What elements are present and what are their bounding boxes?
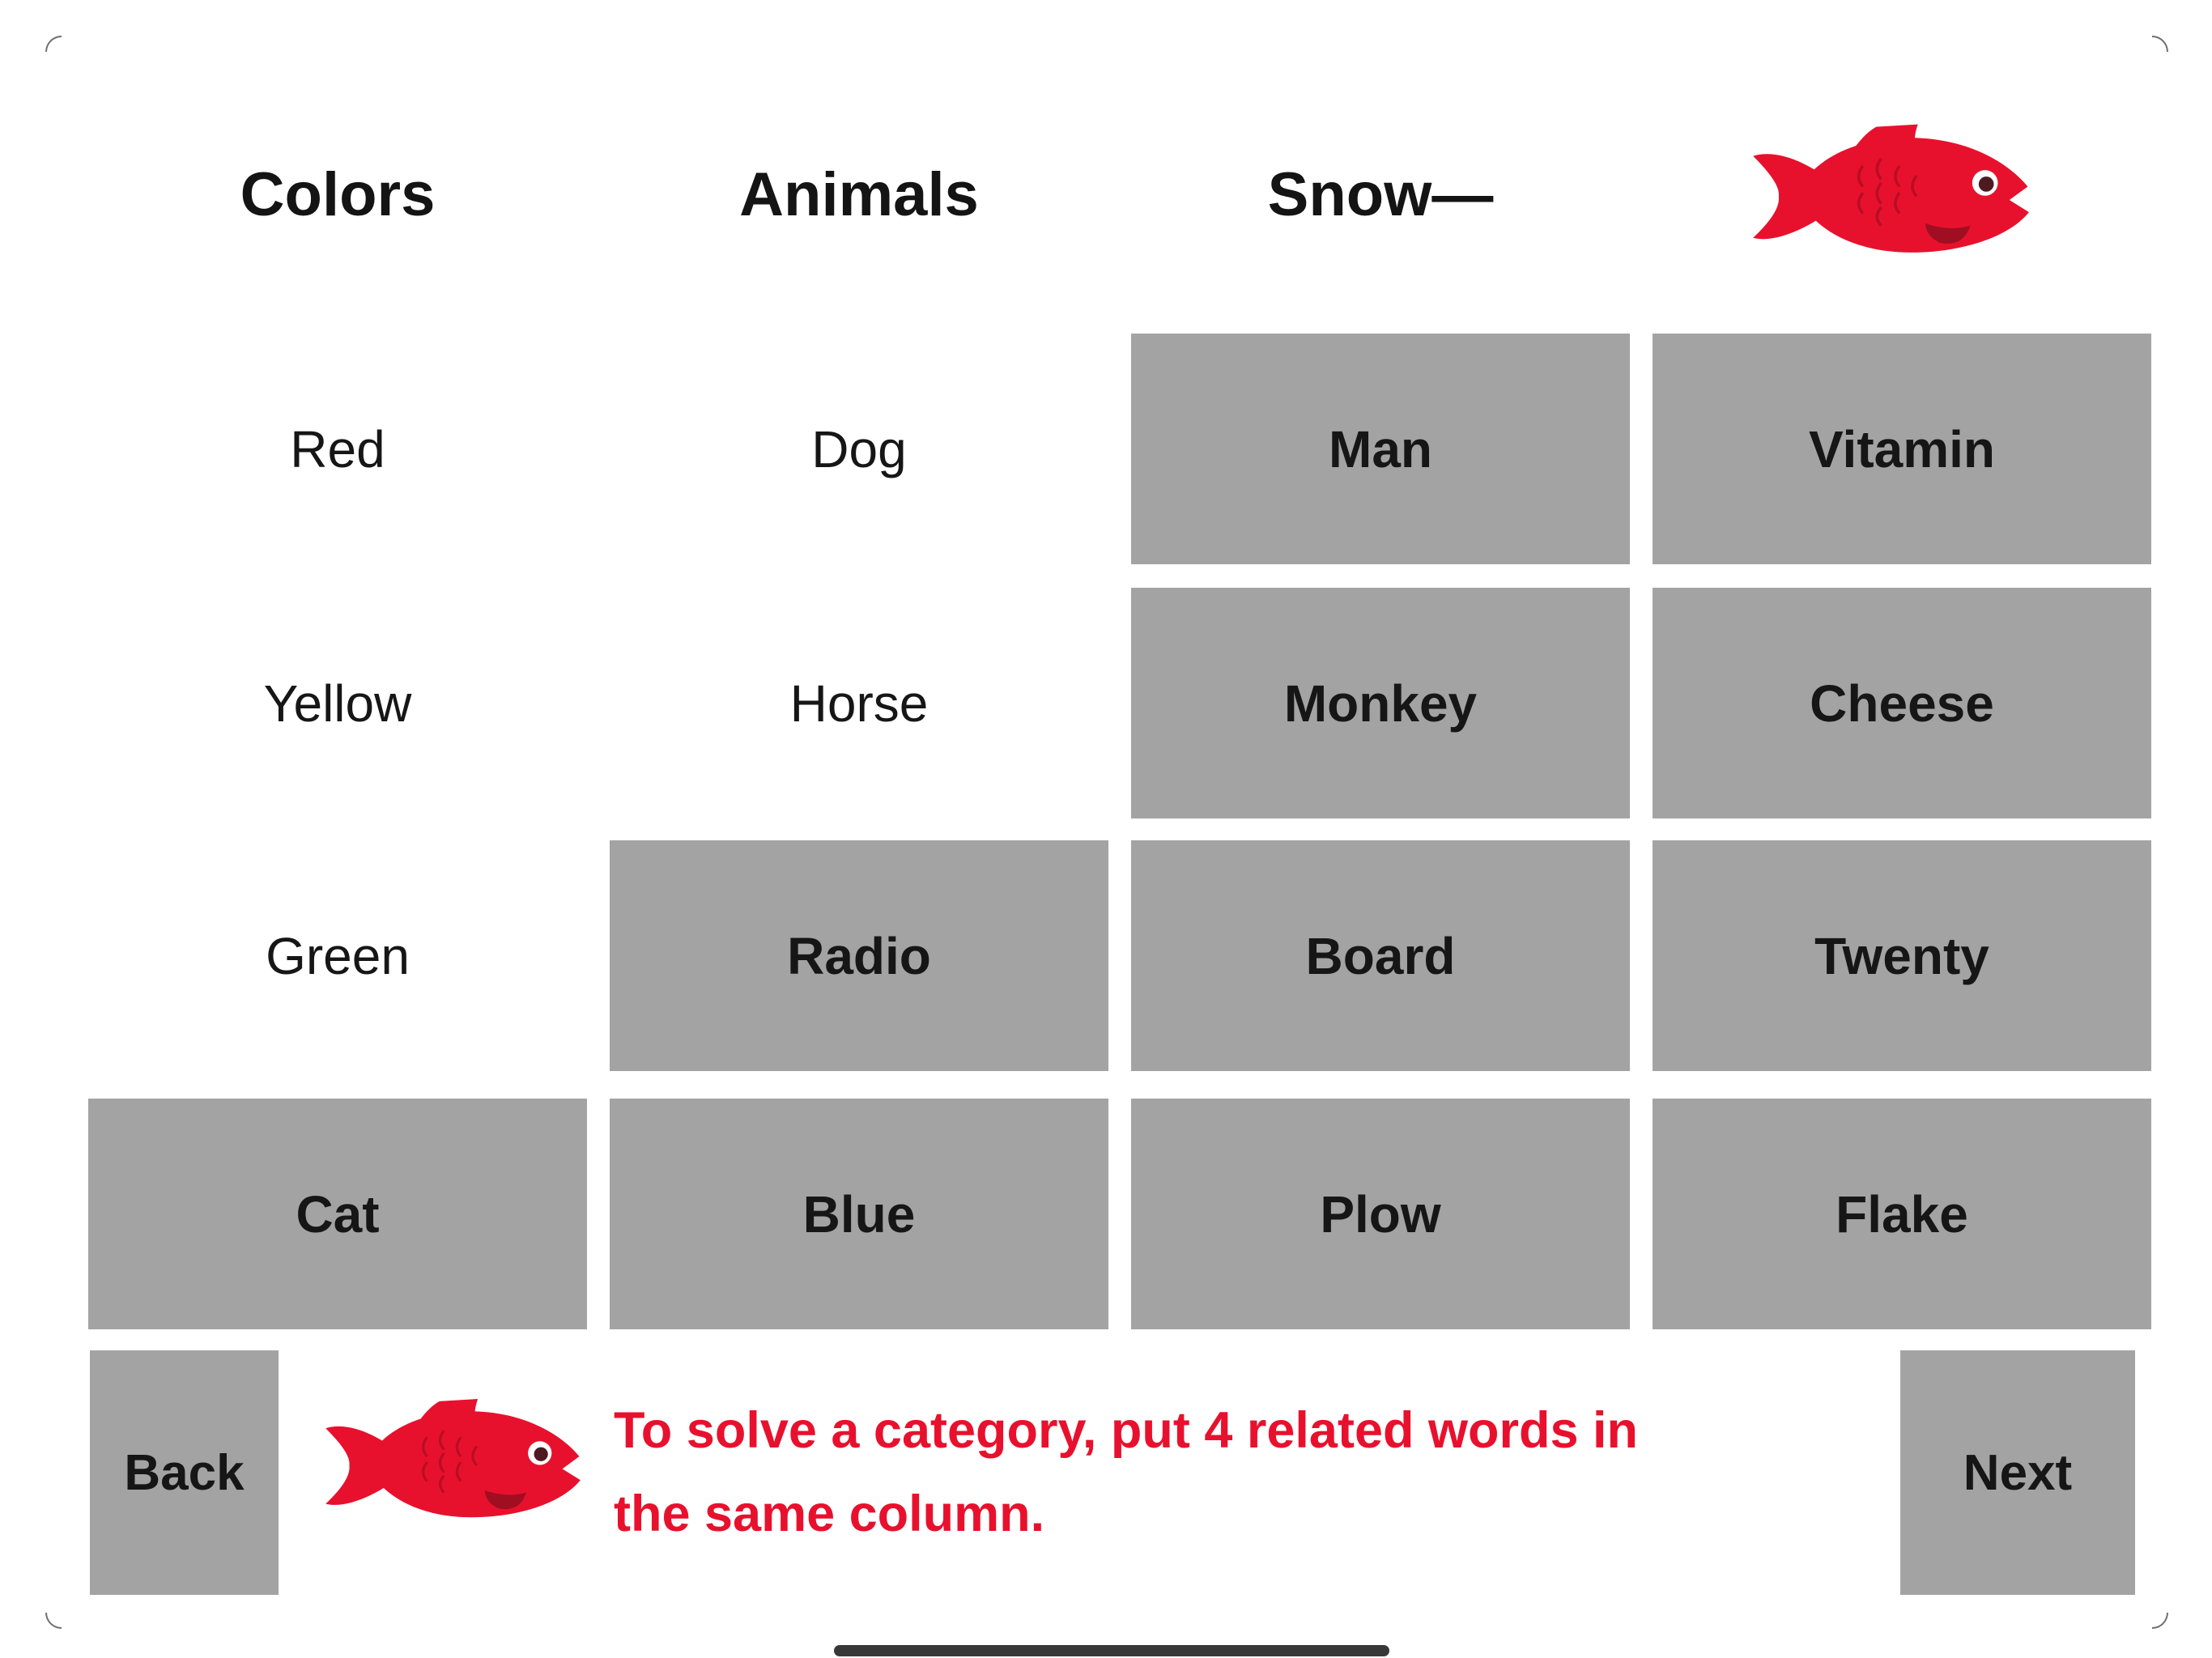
word-tile-board[interactable]: Board	[1131, 840, 1630, 1071]
red-fish-icon	[296, 1394, 589, 1530]
word-tile-twenty[interactable]: Twenty	[1653, 840, 2151, 1071]
category-header-animals: Animals	[739, 160, 979, 229]
word-tile-plow[interactable]: Plow	[1131, 1099, 1630, 1329]
word-tile-blue[interactable]: Blue	[610, 1099, 1108, 1329]
word-tile-cat[interactable]: Cat	[88, 1099, 587, 1329]
instruction-text: To solve a category, put 4 related words…	[614, 1389, 1877, 1556]
instruction-line-2: the same column.	[614, 1486, 1045, 1542]
word-tile-cheese[interactable]: Cheese	[1653, 588, 2151, 818]
frame-corner-bottom-left	[45, 1613, 62, 1629]
word-tile-monkey[interactable]: Monkey	[1131, 588, 1630, 818]
category-header-snow: Snow—	[1267, 160, 1494, 229]
frame-corner-bottom-right	[2152, 1613, 2168, 1629]
frame-corner-top-right	[2152, 36, 2168, 52]
word-label-green: Green	[266, 926, 410, 985]
word-label-horse: Horse	[789, 674, 929, 733]
frame-corner-top-left	[45, 36, 62, 52]
word-label-dog: Dog	[811, 419, 907, 478]
word-tile-radio[interactable]: Radio	[610, 840, 1108, 1071]
red-fish-icon	[1721, 118, 2039, 267]
word-tile-man[interactable]: Man	[1131, 334, 1630, 564]
instruction-line-1: To solve a category, put 4 related words…	[614, 1402, 1638, 1459]
word-tile-flake[interactable]: Flake	[1653, 1099, 2151, 1329]
word-label-red: Red	[290, 419, 385, 478]
back-button[interactable]: Back	[90, 1350, 279, 1595]
word-label-yellow: Yellow	[263, 674, 412, 733]
word-tile-vitamin[interactable]: Vitamin	[1653, 334, 2151, 564]
category-header-colors: Colors	[240, 160, 436, 229]
next-button[interactable]: Next	[1900, 1350, 2135, 1595]
home-indicator[interactable]	[834, 1645, 1389, 1656]
